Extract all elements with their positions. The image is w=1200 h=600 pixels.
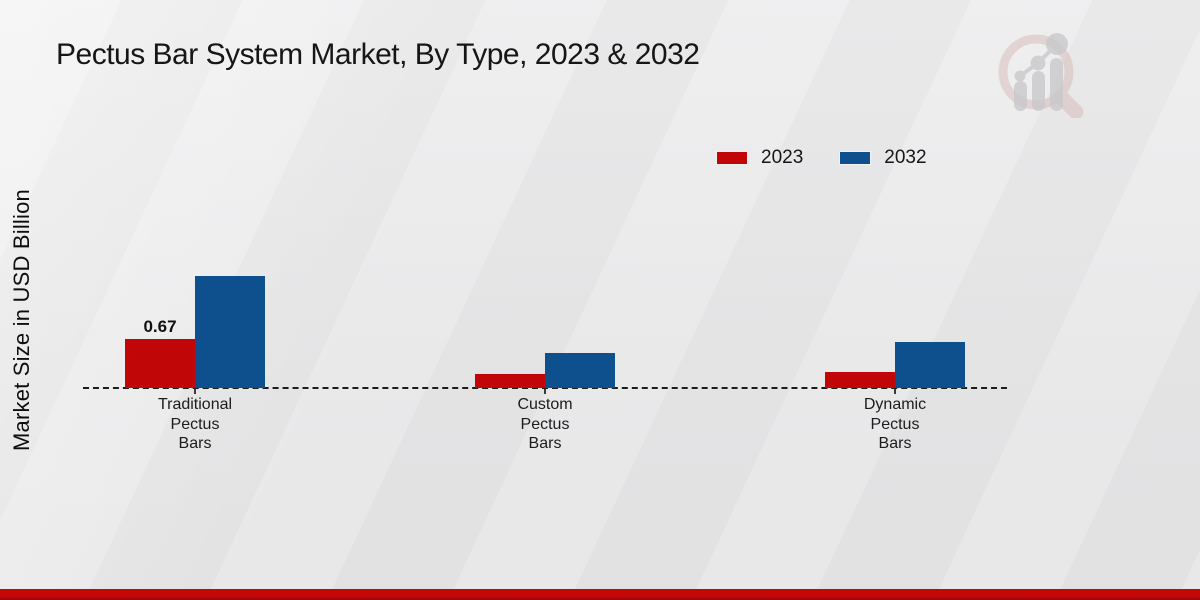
bar-value-label: 0.67 — [143, 317, 177, 337]
bar-2032-category-3 — [895, 342, 965, 388]
magnifier-handle-icon — [1053, 89, 1084, 118]
legend-item-2023: 2023 — [716, 147, 803, 169]
legend-label-2023: 2023 — [761, 147, 804, 168]
x-axis-category-label: Custom Pectus Bars — [517, 396, 573, 452]
x-axis-category-label: Traditional Pectus Bars — [157, 396, 233, 452]
logo-trend-dot-mid-icon — [1030, 55, 1046, 71]
x-axis-category-label: Dynamic Pectus Bars — [863, 396, 927, 452]
x-axis-baseline — [83, 387, 1007, 389]
logo-watermark-icon — [998, 33, 1084, 118]
logo-bar-tall-icon — [1050, 58, 1063, 111]
x-axis-tick — [194, 389, 196, 394]
bar-2023-category-1 — [125, 339, 195, 388]
bar-2032-category-2 — [545, 353, 615, 388]
legend: 2023 2032 — [716, 147, 927, 169]
logo-bar-short-icon — [1014, 81, 1027, 111]
legend-swatch-2023-icon — [716, 151, 748, 165]
bar-2023-category-2 — [475, 374, 545, 388]
bar-2023-category-3 — [825, 372, 895, 388]
legend-swatch-2032-icon — [839, 151, 872, 165]
footer-red-bar — [0, 589, 1200, 600]
logo-trend-dot-large-icon — [1046, 33, 1068, 55]
bar-2032-category-1 — [195, 276, 265, 388]
legend-label-2032: 2032 — [884, 147, 927, 168]
x-axis-tick — [544, 389, 546, 394]
logo-bar-mid-icon — [1032, 71, 1045, 111]
logo-trend-dot-small-icon — [1014, 70, 1026, 82]
legend-item-2032: 2032 — [839, 147, 927, 169]
chart-title: Pectus Bar System Market, By Type, 2023 … — [56, 38, 700, 71]
x-axis-tick — [894, 389, 896, 394]
